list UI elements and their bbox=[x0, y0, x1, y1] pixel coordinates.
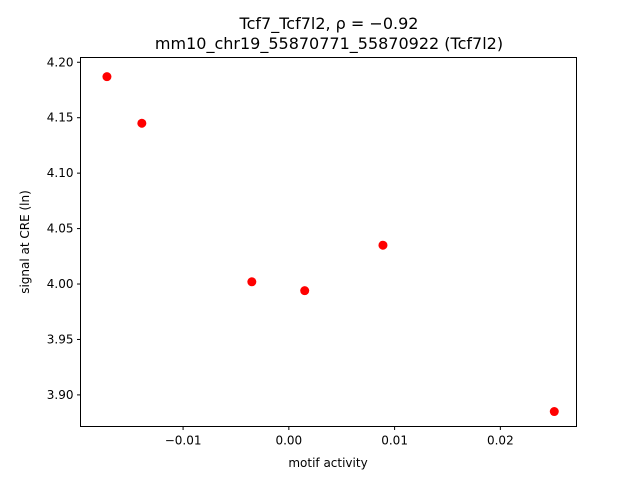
x-axis-label: motif activity bbox=[288, 456, 367, 470]
data-point bbox=[549, 407, 559, 417]
y-axis-label: signal at CRE (ln) bbox=[18, 190, 32, 294]
data-point bbox=[300, 286, 310, 296]
y-tick-label: 4.00 bbox=[47, 277, 74, 291]
y-tick-label: 4.10 bbox=[47, 166, 74, 180]
y-tick-label: 4.05 bbox=[47, 222, 74, 236]
plot-frame bbox=[80, 57, 577, 427]
y-tick-label: 4.20 bbox=[47, 55, 74, 69]
x-tick-label: −0.01 bbox=[165, 434, 202, 448]
data-point bbox=[137, 118, 147, 128]
chart-title-line2: mm10_chr19_55870771_55870922 (Tcf7l2) bbox=[155, 34, 503, 54]
data-point bbox=[247, 277, 257, 287]
y-tick-label: 3.90 bbox=[47, 388, 74, 402]
data-point bbox=[102, 72, 112, 82]
chart-title-line1: Tcf7_Tcf7l2, ρ = −0.92 bbox=[239, 14, 419, 34]
plot-area: −0.01 0.00 0.01 0.02 3.90 3.95 4.00 4.05 4.10 4.1… bbox=[47, 55, 559, 448]
data-point bbox=[378, 240, 388, 250]
y-tick-label: 3.95 bbox=[47, 332, 74, 346]
y-tick-label: 4.15 bbox=[47, 111, 74, 125]
x-tick-label: 0.00 bbox=[275, 434, 302, 448]
x-tick-label: 0.02 bbox=[487, 434, 514, 448]
x-tick-label: 0.01 bbox=[381, 434, 408, 448]
